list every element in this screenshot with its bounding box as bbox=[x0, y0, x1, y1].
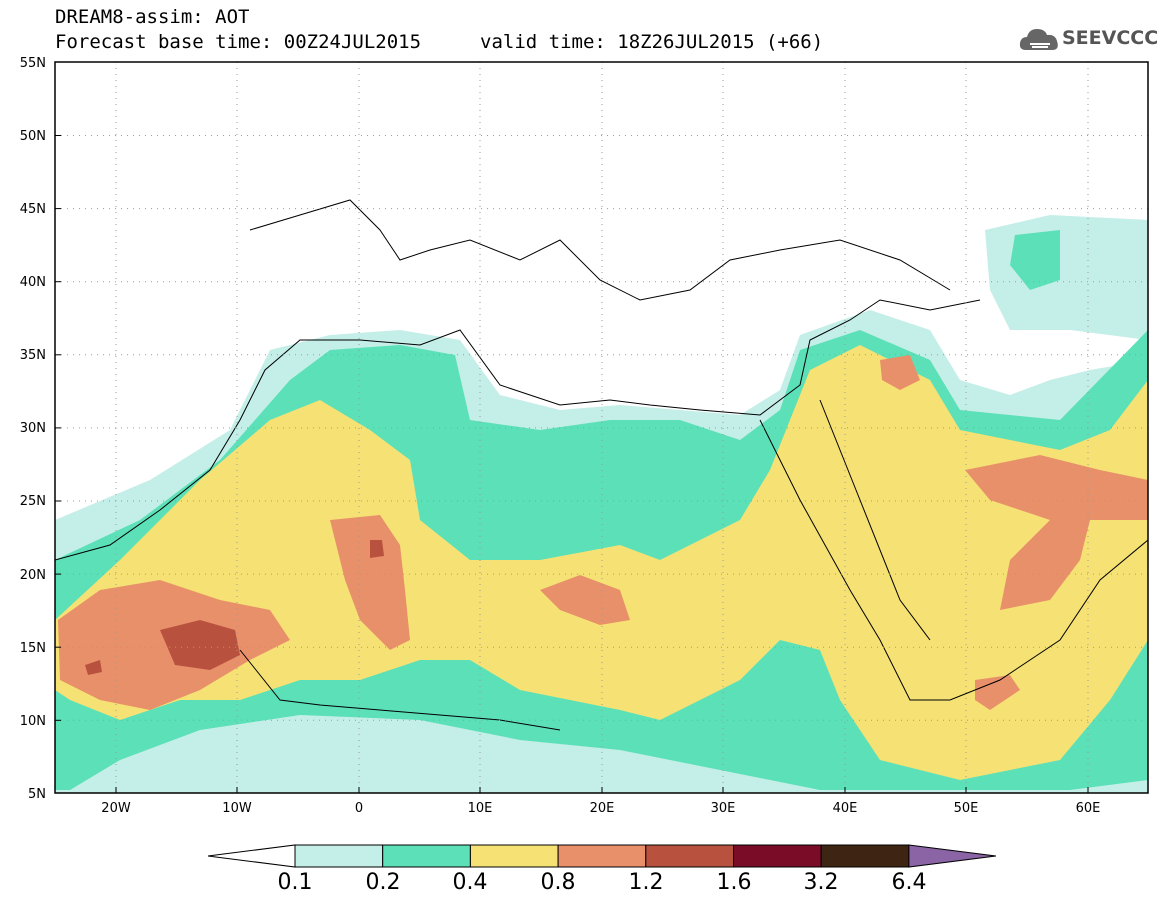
colorbar-swatch bbox=[733, 844, 822, 868]
aot-contour-0.2-caspian bbox=[1010, 230, 1060, 290]
colorbar-label: 0.4 bbox=[452, 870, 488, 895]
cloud-icon bbox=[1019, 29, 1058, 50]
colorbar-swatch bbox=[469, 844, 559, 868]
colorbar-label: 1.2 bbox=[628, 870, 664, 895]
aot-contour-0.8-chad bbox=[540, 575, 630, 625]
lon-label: 0 bbox=[355, 801, 363, 816]
lon-label: 30E bbox=[711, 801, 736, 816]
colorbar-arrow-high bbox=[908, 844, 996, 868]
graticule bbox=[55, 62, 1148, 793]
lat-labels: 55N 50N 45N 40N 35N 30N 25N 20N 15N 10N … bbox=[20, 56, 46, 802]
lat-label: 35N bbox=[20, 348, 46, 363]
colorbar-label: 0.2 bbox=[365, 870, 401, 895]
colorbar-label: 3.2 bbox=[803, 870, 839, 895]
lat-label: 50N bbox=[20, 129, 46, 144]
colorbar-label: 1.6 bbox=[716, 870, 752, 895]
lon-label: 10E bbox=[468, 801, 493, 816]
logo-text: SEEVCCC bbox=[1062, 27, 1159, 49]
lat-label: 15N bbox=[20, 641, 46, 656]
aot-field bbox=[55, 215, 1148, 793]
map-title: DREAM8-assim: AOT bbox=[55, 6, 250, 28]
aot-contour-0.8-arabia bbox=[965, 455, 1148, 610]
lat-label: 40N bbox=[20, 275, 46, 290]
lon-label: 40E bbox=[833, 801, 858, 816]
lat-label: 20N bbox=[20, 568, 46, 583]
colorbar-label: 0.1 bbox=[277, 870, 313, 895]
colorbar-arrow-low bbox=[207, 844, 296, 868]
colorbar-swatch bbox=[820, 844, 910, 868]
aot-contour-1.2-mali bbox=[370, 540, 384, 558]
lat-label: 55N bbox=[20, 56, 46, 71]
aot-contour-1.2-west bbox=[160, 620, 240, 670]
colorbar-swatch bbox=[294, 844, 384, 868]
lon-label: 20W bbox=[101, 801, 131, 816]
aot-contour-0.8-iraq bbox=[880, 355, 920, 390]
lat-label: 10N bbox=[20, 714, 46, 729]
aot-contour-0.8-mali bbox=[330, 515, 410, 650]
lon-labels: 20W 10W 0 10E 20E 30E 40E 50E 60E bbox=[101, 801, 1100, 816]
lon-label: 10W bbox=[222, 801, 252, 816]
lon-label: 60E bbox=[1076, 801, 1101, 816]
lon-label: 20E bbox=[590, 801, 615, 816]
aot-contour-0.1-caspian bbox=[985, 215, 1148, 340]
lat-label: 25N bbox=[20, 494, 46, 509]
colorbar-swatch bbox=[645, 844, 734, 868]
aot-contour-1.2-west2 bbox=[85, 660, 102, 675]
valid-time: valid time: 18Z26JUL2015 (+66) bbox=[480, 31, 824, 53]
colorbar-label: 0.8 bbox=[540, 870, 576, 895]
colorbar-swatch bbox=[382, 844, 471, 868]
colorbar-label: 6.4 bbox=[891, 870, 927, 895]
forecast-base-time: Forecast base time: 00Z24JUL2015 bbox=[55, 31, 422, 53]
colorbar bbox=[207, 844, 996, 868]
aot-contour-0.4 bbox=[55, 345, 1148, 780]
lon-label: 50E bbox=[954, 801, 979, 816]
colorbar-swatch bbox=[557, 844, 647, 868]
aot-contour-0.8-yemen bbox=[975, 675, 1020, 710]
seevccc-logo: SEEVCCC bbox=[1018, 22, 1158, 56]
lat-label: 30N bbox=[20, 421, 46, 436]
tick-marks bbox=[55, 61, 1089, 793]
lat-label: 5N bbox=[28, 787, 46, 802]
lat-label: 45N bbox=[20, 202, 46, 217]
